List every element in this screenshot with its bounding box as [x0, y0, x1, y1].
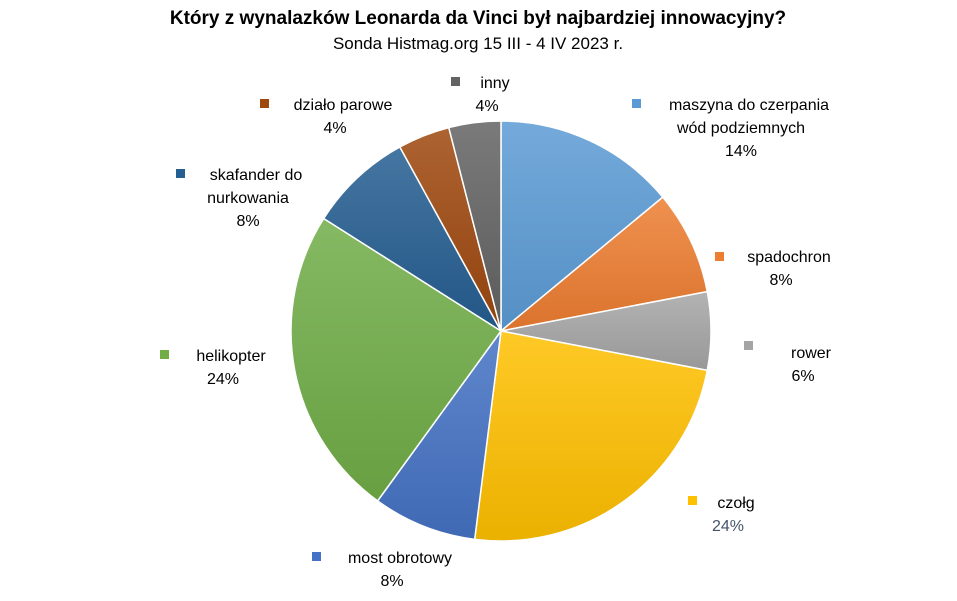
- slice-label-5: helikopter 24%: [160, 348, 266, 388]
- slice-value-label-3: 24%: [712, 518, 744, 535]
- slice-label-marker-2: [744, 341, 753, 350]
- slice-label-marker-5: [160, 350, 169, 359]
- slice-value-label-8: 4%: [475, 98, 498, 115]
- slice-label-6: skafander do nurkowania 8%: [176, 167, 302, 230]
- slice-label-text-8-0: inny: [480, 75, 509, 92]
- slice-label-text-2-0: rower: [791, 345, 832, 362]
- pie-slice-8: [447, 120, 502, 332]
- pie-slice-4: [376, 330, 502, 541]
- slice-label-1: spadochron 8%: [715, 249, 831, 289]
- slice-labels: maszyna do czerpania wód podziemnych 14% sp…: [160, 75, 832, 590]
- pie-slices: [290, 120, 712, 542]
- slice-value-label-4: 8%: [380, 573, 403, 590]
- slice-label-3: czołg 24%: [688, 495, 755, 535]
- slice-label-text-0-0: maszyna do czerpania: [669, 97, 829, 114]
- slice-value-label-7: 4%: [323, 120, 346, 137]
- pie-slice-6: [322, 145, 502, 332]
- slice-label-text-0-1: wód podziemnych: [676, 120, 805, 137]
- chart-title: Który z wynalazków Leonarda da Vinci był…: [170, 8, 786, 29]
- pie-slice-0: [500, 120, 664, 333]
- slice-label-text-7-0: działo parowe: [294, 97, 393, 114]
- pie-slice-3: [473, 330, 709, 542]
- slice-label-marker-6: [176, 169, 185, 178]
- slice-value-label-6: 8%: [236, 213, 259, 230]
- slice-label-text-5-0: helikopter: [196, 348, 266, 365]
- slice-value-label-0: 14%: [725, 143, 757, 160]
- slice-label-text-3-0: czołg: [717, 495, 754, 512]
- slice-label-marker-7: [260, 99, 269, 108]
- slice-label-2: rower 6%: [744, 341, 832, 385]
- slice-label-8: inny 4%: [451, 75, 510, 115]
- slice-label-marker-1: [715, 252, 724, 261]
- slice-label-text-6-1: nurkowania: [207, 190, 289, 207]
- slice-label-text-1-0: spadochron: [747, 249, 831, 266]
- slice-value-label-2: 6%: [791, 368, 814, 385]
- slice-label-text-6-0: skafander do: [210, 167, 303, 184]
- slice-label-marker-4: [312, 552, 321, 561]
- chart-subtitle: Sonda Histmag.org 15 III - 4 IV 2023 r.: [333, 34, 623, 53]
- pie-slice-5: [290, 217, 503, 502]
- slice-label-4: most obrotowy 8%: [312, 550, 452, 590]
- slice-value-label-5: 24%: [207, 371, 239, 388]
- slice-label-7: działo parowe 4%: [260, 97, 392, 137]
- slice-label-marker-0: [632, 99, 641, 108]
- slice-value-label-1: 8%: [769, 272, 792, 289]
- pie-slice-1: [500, 196, 709, 332]
- slice-label-text-4-0: most obrotowy: [348, 550, 452, 567]
- slice-label-marker-3: [688, 496, 697, 505]
- slice-label-marker-8: [451, 77, 460, 86]
- slice-label-0: maszyna do czerpania wód podziemnych 14%: [632, 97, 829, 160]
